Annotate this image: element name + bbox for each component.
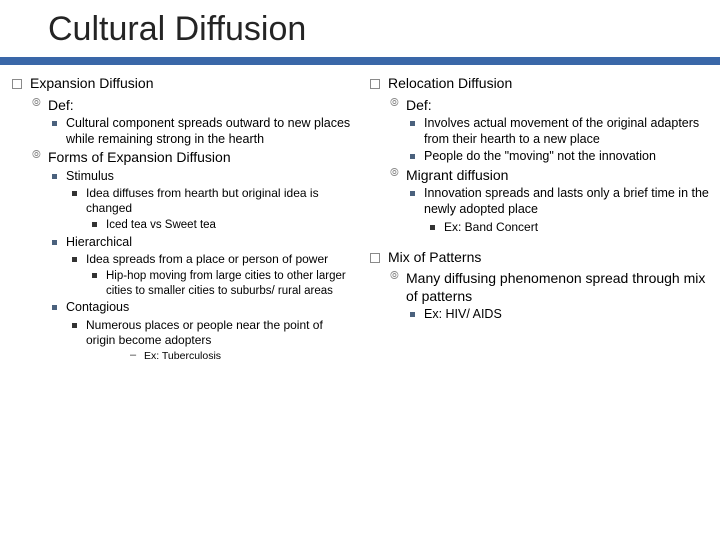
topic-mix: Mix of Patterns — [366, 249, 712, 267]
hierarchical-example: Hip-hop moving from large cities to othe… — [8, 269, 354, 298]
relocation-def-text2: People do the "moving" not the innovatio… — [366, 149, 712, 165]
slide-title: Cultural Diffusion — [0, 0, 720, 57]
hierarchical-text: Idea spreads from a place or person of p… — [8, 252, 354, 267]
migrant-example: Ex: Band Concert — [366, 220, 712, 235]
topic-relocation: Relocation Diffusion — [366, 75, 712, 93]
expansion-def-text: Cultural component spreads outward to ne… — [8, 116, 354, 147]
topic-expansion: Expansion Diffusion — [8, 75, 354, 93]
contagious-label: Contagious — [8, 300, 354, 316]
stimulus-example: Iced tea vs Sweet tea — [8, 218, 354, 232]
migrant-label: Migrant diffusion — [366, 167, 712, 185]
migrant-text: Innovation spreads and lasts only a brie… — [366, 186, 712, 217]
accent-bar — [0, 57, 720, 65]
forms-label: Forms of Expansion Diffusion — [8, 149, 354, 167]
relocation-def-label: Def: — [366, 97, 712, 115]
relocation-def-text1: Involves actual movement of the original… — [366, 116, 712, 147]
contagious-example: Ex: Tuberculosis — [8, 350, 354, 363]
content-columns: Expansion Diffusion Def: Cultural compon… — [0, 75, 720, 365]
left-column: Expansion Diffusion Def: Cultural compon… — [8, 75, 360, 365]
mix-text: Many diffusing phenomenon spread through… — [366, 270, 712, 305]
stimulus-label: Stimulus — [8, 169, 354, 185]
contagious-text: Numerous places or people near the point… — [8, 318, 354, 348]
mix-example: Ex: HIV/ AIDS — [366, 307, 712, 323]
stimulus-text: Idea diffuses from hearth but original i… — [8, 186, 354, 216]
expansion-def-label: Def: — [8, 97, 354, 115]
hierarchical-label: Hierarchical — [8, 235, 354, 251]
right-column: Relocation Diffusion Def: Involves actua… — [360, 75, 712, 365]
